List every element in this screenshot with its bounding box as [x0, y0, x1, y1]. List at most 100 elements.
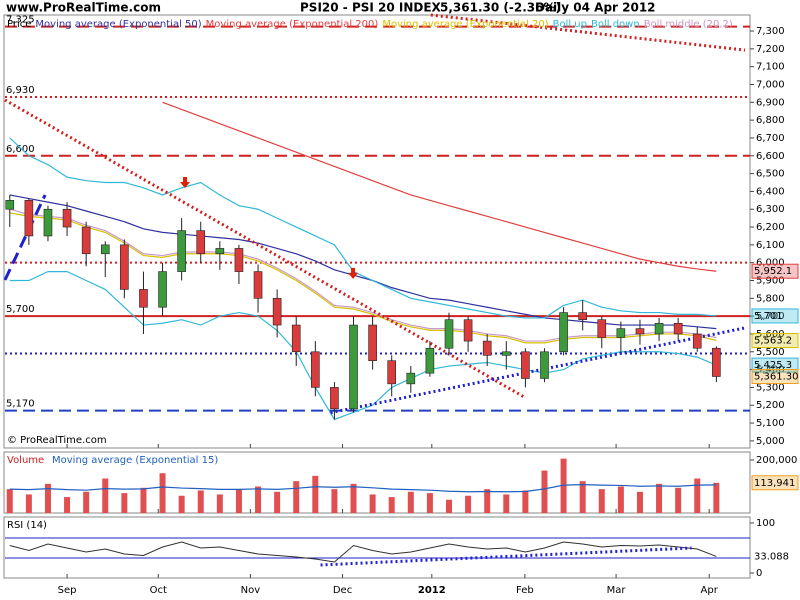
level-label: 6,600 — [6, 144, 35, 155]
y-tick-label: 0 — [756, 568, 762, 579]
candle-body — [311, 351, 320, 388]
x-tick-label: Mar — [607, 585, 627, 596]
legend-entry: Moving average (Exponential 20) — [382, 19, 548, 30]
volume-bar — [579, 481, 586, 513]
volume-bar — [656, 483, 663, 513]
volume-bar — [255, 486, 262, 513]
y-tick-label: 6,200 — [756, 222, 785, 233]
volume-bar — [159, 473, 166, 513]
legend-entry: Price — [7, 19, 31, 30]
candle-body — [482, 340, 492, 356]
candle-body — [196, 230, 206, 255]
last-value-label: 5,563.2 — [754, 336, 792, 347]
y-tick-label: 5,000 — [756, 436, 785, 447]
y-tick-label: 6,100 — [756, 240, 785, 251]
y-tick-label: 5,100 — [756, 418, 785, 429]
last-value-label-box — [751, 357, 799, 373]
y-tick-label: 100 — [756, 518, 775, 529]
volume-bar — [274, 491, 281, 513]
candle-body — [368, 324, 377, 361]
subtitle: 5,361.30 (-2.36%) — [440, 1, 561, 15]
legend-entry: Moving average (Exponential 15) — [52, 455, 218, 466]
volume-panel — [3, 451, 751, 514]
volume-bar — [121, 493, 128, 513]
x-tick-label: 2012 — [418, 585, 446, 596]
volume-bar — [694, 478, 701, 513]
candle-body — [387, 360, 397, 385]
candle-body — [5, 200, 15, 210]
candle-body — [692, 333, 702, 349]
candle-body — [444, 319, 454, 349]
last-value-label-box — [751, 333, 799, 349]
candle-body — [597, 319, 607, 338]
candle-body — [635, 328, 645, 335]
candle-body — [24, 200, 34, 237]
volume-bar — [140, 487, 147, 513]
y-tick-label: 6,400 — [756, 186, 785, 197]
rsi-trendline — [320, 546, 692, 567]
date-text: Daily 04 Apr 2012 — [535, 1, 656, 15]
candle-body — [62, 208, 72, 228]
rsi-last-label-box — [751, 548, 799, 564]
y-tick-label: 5,900 — [756, 276, 785, 287]
y-tick-label: 6,500 — [756, 169, 785, 180]
trendline — [3, 194, 47, 281]
indicator-line — [9, 270, 717, 421]
arrow-marker — [348, 267, 359, 279]
candle-body — [234, 248, 244, 272]
candle-body — [330, 387, 339, 410]
y-tick-label: 6,900 — [756, 97, 785, 108]
candle-body — [158, 271, 167, 308]
volume-bar — [44, 483, 51, 513]
x-tick-label: Nov — [241, 585, 261, 596]
volume-bar — [331, 489, 338, 513]
volume-bar — [636, 491, 643, 513]
y-tick-label: 7,300 — [756, 26, 785, 37]
rsi-panel — [3, 516, 751, 579]
volume-bar — [407, 491, 414, 513]
price-panel — [3, 14, 751, 449]
volume-bar — [25, 494, 32, 513]
y-tick-label: 6,800 — [756, 115, 785, 126]
close-label-box — [751, 368, 799, 384]
x-tick-label: Dec — [333, 585, 352, 596]
indicator-line — [9, 137, 717, 319]
last-value-label-box — [751, 263, 799, 279]
volume-bar — [675, 487, 682, 513]
volume-last-label-box — [751, 475, 799, 491]
candle-body — [139, 289, 148, 308]
y-tick-label: 5,500 — [756, 347, 785, 358]
volume-bar — [102, 478, 109, 513]
candle-body — [425, 347, 435, 374]
candle-body — [272, 298, 282, 326]
y-tick-label: 7,000 — [756, 79, 785, 90]
last-value-label: 5,952.1 — [754, 266, 792, 277]
volume-bar — [293, 481, 300, 513]
rsi-last-label: 33.088 — [754, 551, 789, 562]
candle-body — [501, 351, 511, 356]
candle-body — [712, 347, 721, 377]
last-value-label: 5,701 — [754, 311, 783, 322]
legend-entry: Moving average (Exponential 200) — [206, 19, 379, 30]
y-tick-label: 7,100 — [756, 62, 785, 73]
volume-bar — [484, 489, 491, 513]
volume-bar — [426, 493, 433, 513]
candle-body — [100, 244, 110, 255]
level-label: 5,700 — [6, 304, 35, 315]
volume-bar — [350, 483, 357, 513]
volume-bar — [369, 494, 376, 513]
volume-bar — [465, 495, 472, 513]
x-tick-label: Feb — [516, 585, 534, 596]
legend-entry: Boll.middle (20,2) — [644, 19, 733, 30]
volume-bar — [713, 482, 720, 513]
candle-body — [81, 226, 91, 255]
volume-average — [9, 484, 717, 493]
volume-bar — [83, 491, 90, 513]
legend-entry: Boll.down — [591, 19, 640, 30]
y-tick-label: 5,700 — [756, 311, 785, 322]
candle-body — [673, 322, 683, 335]
copyright: © ProRealTime.com — [7, 435, 107, 446]
volume-bar — [560, 458, 567, 513]
volume-bar — [216, 494, 223, 513]
volume-bar — [235, 489, 242, 513]
